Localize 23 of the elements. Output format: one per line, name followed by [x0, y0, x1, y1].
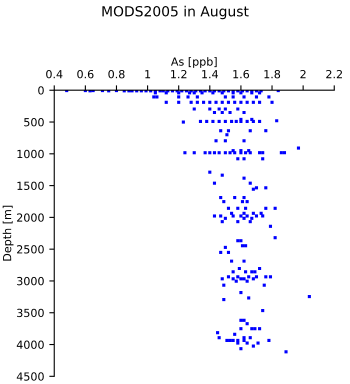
y-tick-label: 2000	[17, 213, 44, 222]
x-tick-label: 1.4	[202, 70, 218, 78]
y-tick-label: 3500	[17, 308, 44, 318]
y-tick-label: 1000	[17, 150, 44, 158]
y-tick-label: 4000	[16, 340, 44, 349]
x-tick-label: 1	[145, 70, 150, 78]
x-tick-label: 2.2	[326, 70, 342, 78]
x-tick-label: 0.8	[108, 70, 125, 78]
y-tick-label: 3000	[17, 276, 44, 286]
x-tick-label: 2	[300, 70, 306, 78]
x-tick-label: 0.6	[77, 70, 94, 78]
y-tick-label: 2500	[17, 245, 44, 254]
x-axis-title: As [ppb]	[170, 57, 217, 68]
y-tick-label: 1500	[17, 182, 44, 190]
x-tick-label: 1.6	[233, 70, 250, 78]
y-axis-title: Depth [m]	[2, 206, 14, 261]
chart-title: MODS2005 in August	[102, 6, 249, 20]
x-tick-label: 1.8	[264, 70, 280, 78]
y-tick-label: 0	[38, 86, 44, 95]
y-tick-label: 500	[24, 118, 44, 126]
x-tick-label: 0.4	[46, 70, 62, 78]
y-tick-label: 4500	[16, 372, 44, 381]
x-tick-label: 1.2	[171, 70, 186, 78]
